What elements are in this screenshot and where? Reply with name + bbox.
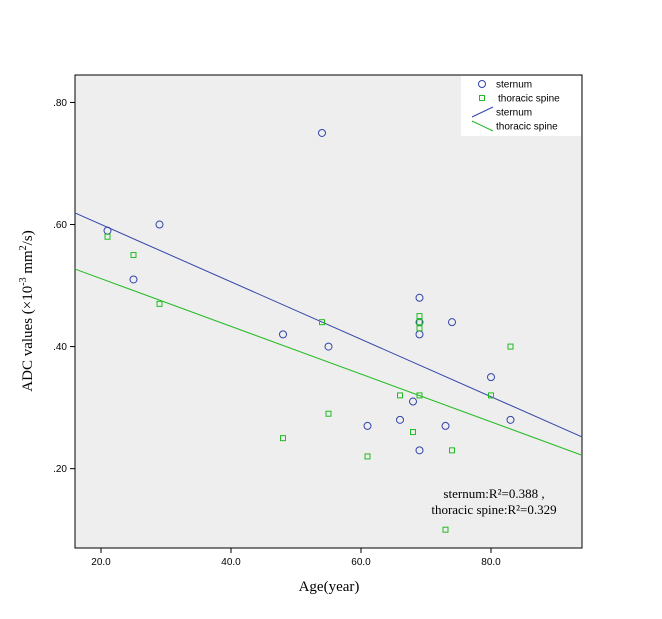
point-sternum — [279, 330, 287, 339]
point-thoracic-spine — [507, 343, 514, 350]
x-tick-label: 20.0 — [91, 557, 111, 568]
x-axis: 20.0 40.0 60.0 80.0 — [91, 548, 501, 568]
y-tick-label: .40 — [53, 342, 67, 353]
data-points — [103, 128, 515, 533]
legend-label: sternum — [496, 108, 532, 119]
point-thoracic-spine — [449, 447, 455, 454]
point-sternum — [506, 415, 515, 424]
y-axis-title-end: /s) — [20, 230, 36, 245]
point-sternum — [363, 421, 372, 430]
point-sternum — [415, 293, 424, 302]
y-tick-label: .20 — [53, 464, 67, 475]
fit-line-sternum — [74, 212, 583, 438]
r-squared-sternum: sternum:R²=0.388 , — [443, 486, 544, 501]
y-axis: .20 .40 .60 .80 — [53, 98, 75, 475]
point-sternum — [487, 373, 495, 382]
plot-area — [74, 74, 583, 549]
point-sternum — [155, 220, 164, 229]
x-tick-label: 40.0 — [221, 557, 241, 568]
point-thoracic-spine — [104, 233, 111, 240]
point-sternum — [448, 318, 456, 327]
legend-line-thoracic-spine — [471, 120, 494, 132]
point-thoracic-spine — [364, 453, 371, 460]
x-axis-title: Age(year) — [299, 579, 360, 595]
y-axis-title-mid: mm — [20, 250, 36, 277]
legend-box — [461, 76, 581, 136]
point-sternum — [441, 421, 450, 430]
point-sternum — [396, 415, 404, 424]
point-thoracic-spine — [416, 392, 423, 399]
legend: sternum thoracic spine sternum thoracic spi… — [461, 76, 581, 136]
y-axis-title-exp2: 2 — [18, 245, 29, 250]
point-thoracic-spine — [416, 325, 423, 332]
point-sternum — [318, 128, 326, 137]
y-axis-title-exp1: -3 — [18, 277, 29, 285]
point-thoracic-spine — [397, 392, 403, 399]
point-thoracic-spine — [280, 435, 286, 442]
point-sternum — [415, 446, 424, 455]
point-sternum — [129, 275, 138, 284]
point-sternum — [409, 397, 417, 406]
point-thoracic-spine — [488, 392, 494, 399]
fit-lines — [74, 212, 583, 456]
x-tick-label: 60.0 — [351, 557, 371, 568]
y-tick-label: .80 — [53, 98, 67, 109]
point-thoracic-spine — [416, 313, 423, 320]
legend-marker-circle — [478, 80, 486, 88]
fit-line-thoracic-spine — [74, 268, 583, 456]
legend-label: thoracic spine — [498, 94, 560, 105]
point-thoracic-spine — [325, 410, 332, 417]
point-thoracic-spine — [410, 429, 416, 436]
point-thoracic-spine — [130, 252, 137, 259]
legend-line-sternum — [471, 106, 494, 118]
y-axis-title-main: ADC values (×10 — [20, 286, 36, 392]
point-thoracic-spine — [442, 526, 449, 533]
y-tick-label: .60 — [53, 220, 67, 231]
x-tick-label: 80.0 — [481, 557, 501, 568]
legend-label: thoracic spine — [496, 122, 558, 133]
y-axis-title: ADC values (×10-3 mm2/s) — [18, 230, 36, 391]
point-sternum — [324, 342, 333, 351]
legend-marker-square — [479, 95, 485, 101]
point-thoracic-spine — [319, 319, 325, 326]
legend-label: sternum — [496, 80, 532, 91]
point-thoracic-spine — [156, 300, 163, 307]
r-squared-thoracic-spine: thoracic spine:R²=0.329 — [431, 502, 556, 517]
point-thoracic-spine — [416, 319, 423, 326]
